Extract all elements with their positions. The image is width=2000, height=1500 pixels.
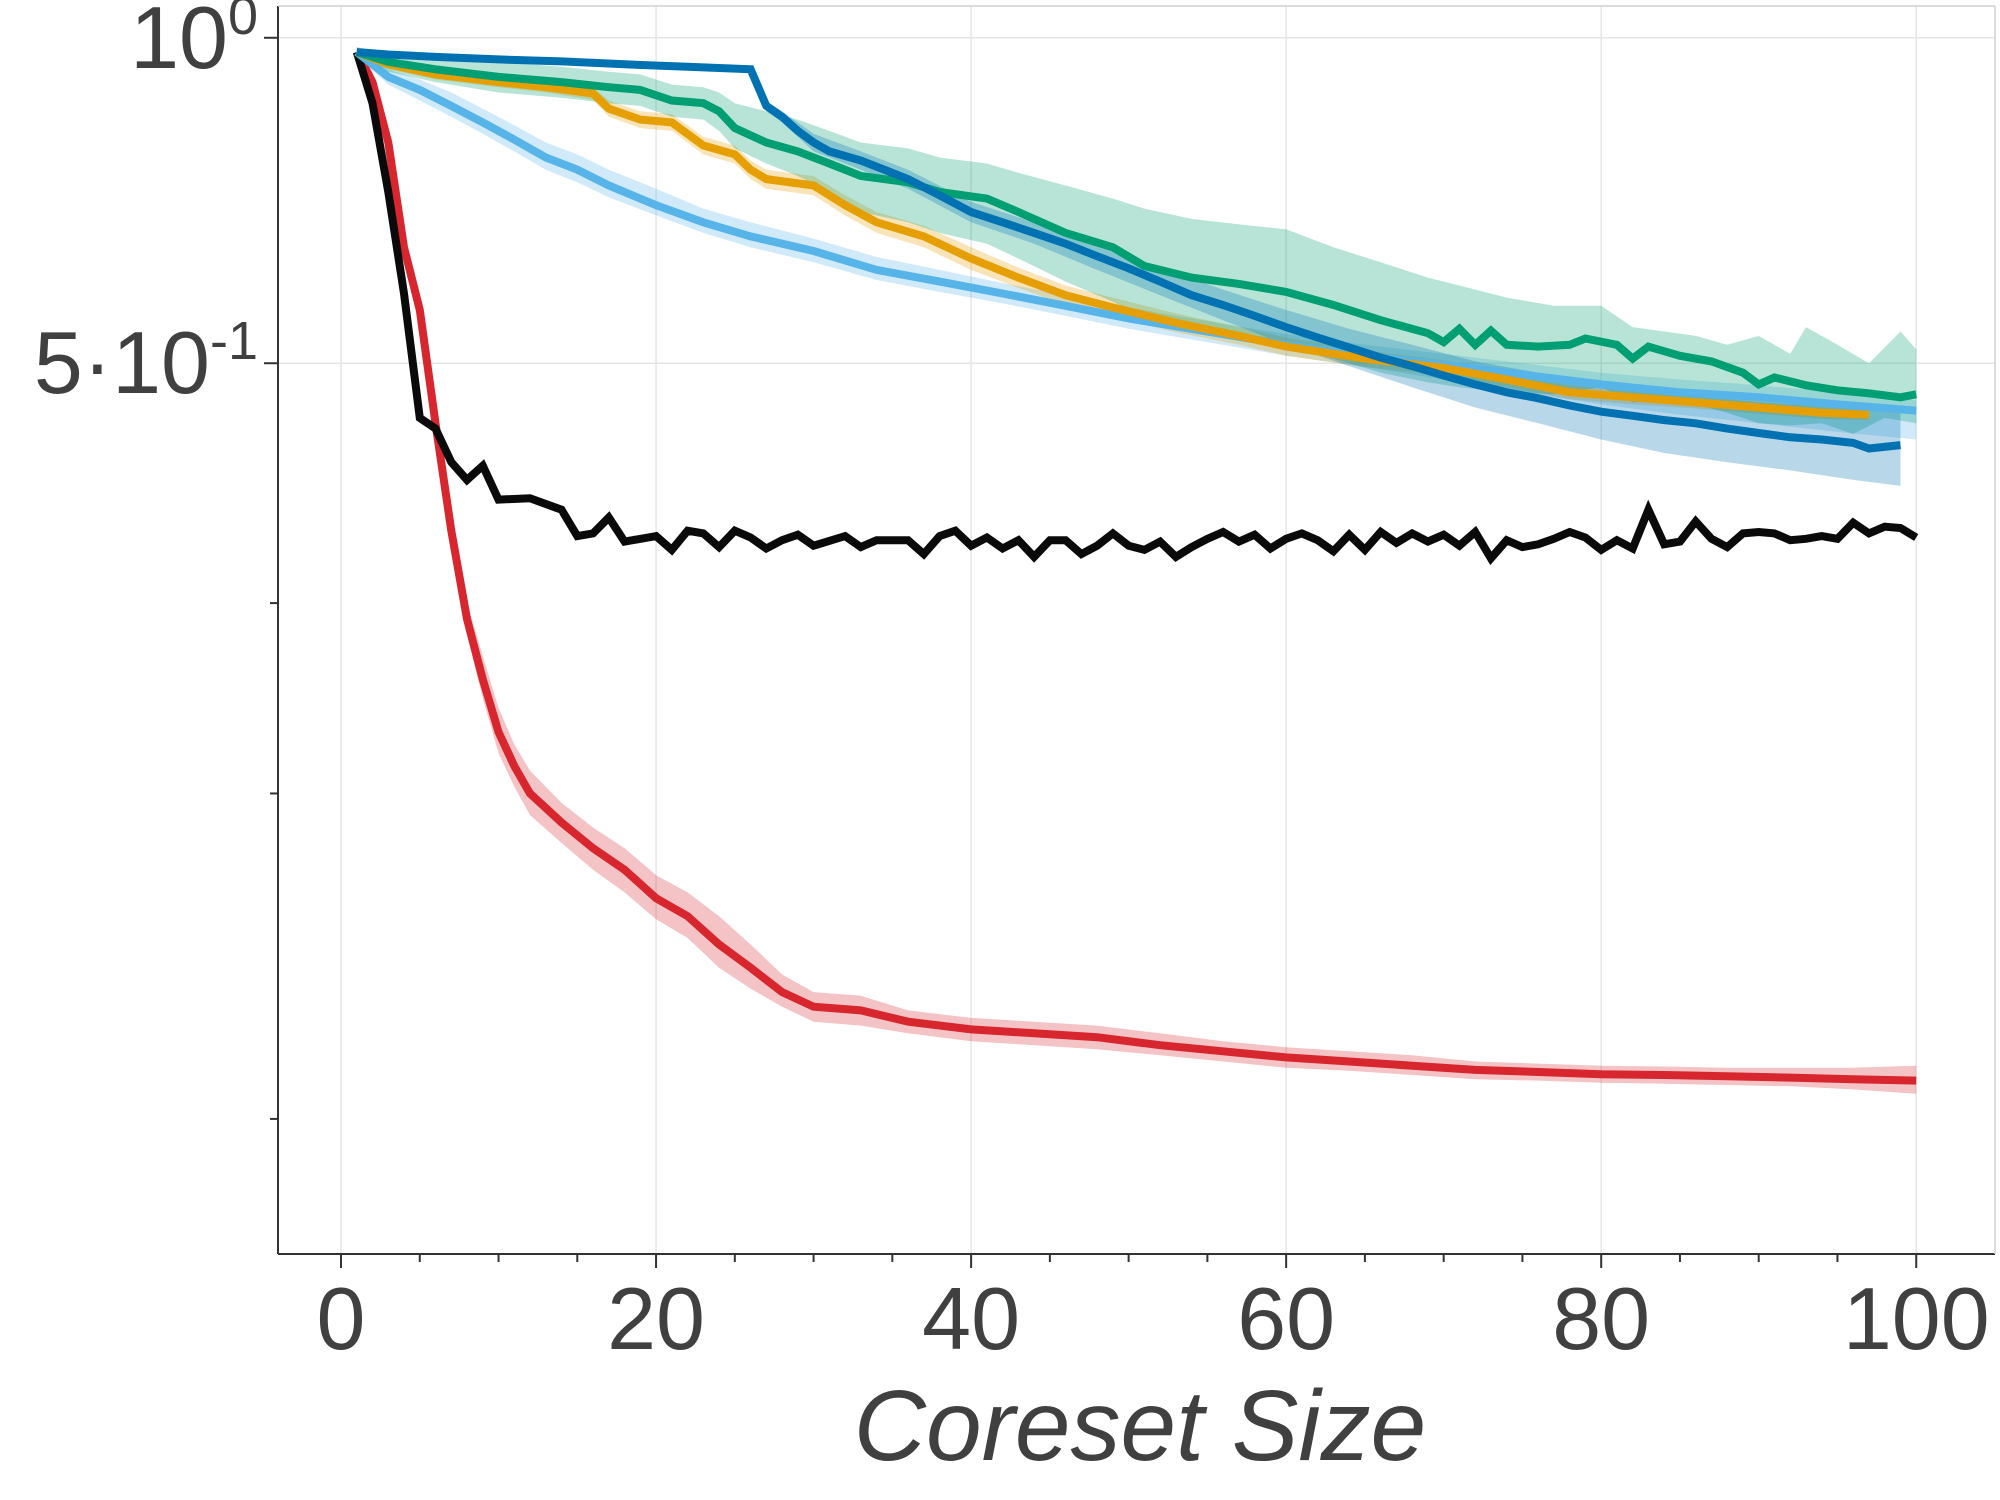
series-line-3: [354, 48, 1917, 415]
x-tick-label: 60: [1237, 1269, 1335, 1368]
series-lines: [352, 48, 1919, 1085]
x-tick-label: 40: [922, 1269, 1020, 1368]
series-line-4: [355, 48, 1870, 419]
series-line-6: [356, 48, 1901, 453]
y-tick-label: 5·10-1: [34, 311, 258, 412]
series-band-1: [356, 47, 1917, 1094]
y-tick-label: 100: [130, 0, 258, 87]
tick-labels: 0 20 40 60 80 100 100 5·10-1: [34, 0, 1990, 1368]
series-band-5: [356, 47, 1917, 435]
series-line-2: [352, 50, 1919, 566]
confidence-bands: [356, 47, 1917, 1094]
axes: [264, 5, 1996, 1268]
series-line-1: [353, 50, 1917, 1085]
x-tick-label: 80: [1552, 1269, 1650, 1368]
grid-lines: [278, 6, 1995, 1254]
x-tick-label: 0: [317, 1269, 366, 1368]
x-axis-title: Coreset Size: [854, 1370, 1426, 1482]
series-line-5: [355, 48, 1917, 402]
x-tick-label: 20: [607, 1269, 705, 1368]
x-tick-label: 100: [1843, 1269, 1990, 1368]
